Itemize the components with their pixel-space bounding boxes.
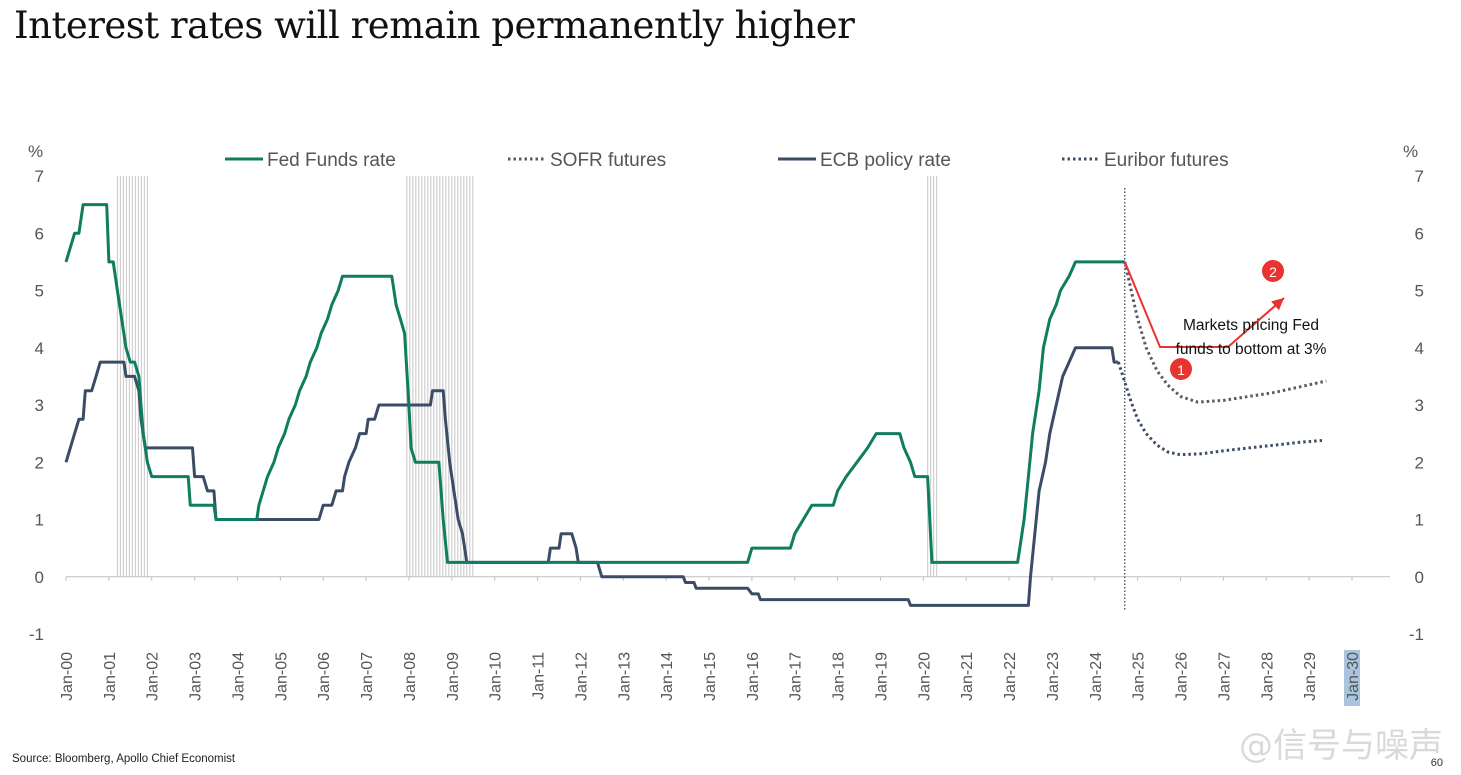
x-tick-label: Jan-30 (1345, 652, 1362, 701)
marker-2-circle (1262, 260, 1284, 282)
y-tick-label-right: -1 (1409, 625, 1424, 644)
legend-label: Euribor futures (1104, 150, 1229, 171)
x-tick-labels: Jan-00 Jan-01 Jan-02 Jan-03 Jan-04 Jan-05 Jan-… (59, 650, 1362, 706)
x-tick-label: Jan-14 (659, 652, 676, 701)
y-tick-label-left: 4 (35, 339, 44, 358)
y-tick-label-left: 3 (35, 396, 44, 415)
x-tick-label: Jan-00 (59, 652, 76, 701)
x-tick-label: Jan-04 (230, 652, 247, 701)
y-tick-label-right: 6 (1415, 224, 1424, 243)
x-tick-label: Jan-12 (573, 652, 590, 701)
x-tick-label: Jan-19 (873, 652, 890, 701)
watermark: @信号与噪声 (1239, 726, 1443, 766)
page-number: 60 (1430, 757, 1443, 769)
x-tick-label: Jan-09 (445, 652, 462, 701)
y-tick-label-left: -1 (29, 625, 44, 644)
source-note: Source: Bloomberg, Apollo Chief Economis… (12, 753, 236, 765)
annotation-arrows: 12 (1123, 260, 1285, 380)
x-tick-label: Jan-23 (1045, 652, 1062, 701)
series-lines (64, 203, 1327, 607)
series-line-ecb-policy-rate (64, 346, 1119, 607)
x-tick-label: Jan-18 (831, 652, 848, 701)
y-unit-left: % (28, 142, 43, 161)
x-tick-label: Jan-16 (745, 652, 762, 701)
x-tick-label: Jan-28 (1259, 652, 1276, 701)
x-tick-label: Jan-26 (1174, 652, 1191, 701)
y-tick-label-right: 7 (1415, 167, 1424, 186)
x-tick-label: Jan-07 (359, 652, 376, 701)
y-tick-label-left: 0 (35, 568, 44, 587)
y-tick-label-left: 6 (35, 224, 44, 243)
annotation-line-1: Markets pricing Fed (1182, 317, 1320, 334)
x-tick-label: Jan-27 (1216, 652, 1233, 701)
legend: Fed Funds rate SOFR futures ECB policy rat… (225, 150, 1229, 171)
x-tick-label: Jan-24 (1088, 652, 1105, 701)
y-tick-label-left: 1 (35, 511, 44, 530)
series-line-euribor-futures (1116, 361, 1323, 457)
x-tick-label: Jan-20 (916, 652, 933, 701)
legend-label: Fed Funds rate (267, 150, 396, 171)
x-tick-label: Jan-22 (1002, 652, 1019, 701)
y-tick-labels: -1 -10 01 12 23 34 45 56 67 7%% (28, 142, 1424, 644)
y-tick-label-left: 2 (35, 453, 44, 472)
marker-2-label: 2 (1269, 264, 1277, 280)
x-tick-label: Jan-01 (102, 652, 119, 701)
annotation-arrow (1123, 261, 1285, 348)
y-tick-label-right: 1 (1415, 511, 1424, 530)
x-tick-label: Jan-21 (959, 652, 976, 701)
legend-label: SOFR futures (550, 150, 666, 171)
x-tick-label: Jan-10 (488, 652, 505, 701)
marker-1-circle (1170, 358, 1192, 380)
annotation-text: Markets pricing Fed funds to bottom at 3… (1151, 314, 1351, 362)
legend-label: ECB policy rate (820, 150, 951, 171)
x-tick-label: Jan-25 (1131, 652, 1148, 701)
x-tick-label: Jan-15 (702, 652, 719, 701)
x-tick-label: Jan-06 (316, 652, 333, 701)
recession-bands (116, 176, 938, 577)
y-tick-label-right: 0 (1415, 568, 1424, 587)
x-tick-label: Jan-08 (402, 652, 419, 701)
series-line-sofr-futures (1123, 261, 1327, 404)
x-tick-label: Jan-17 (788, 652, 805, 701)
y-tick-label-right: 5 (1415, 282, 1424, 301)
axes (65, 188, 1390, 610)
series-line-fed-funds-rate (64, 203, 1125, 564)
x-tick-label: Jan-05 (273, 652, 290, 701)
marker-1-label: 1 (1177, 362, 1185, 378)
annotation-line-2: funds to bottom at 3% (1175, 341, 1327, 358)
y-tick-label-right: 4 (1415, 339, 1424, 358)
y-unit-right: % (1403, 142, 1418, 161)
x-tick-label: Jan-02 (145, 652, 162, 701)
x-tick-label: Jan-13 (616, 652, 633, 701)
x-tick-highlight (1344, 650, 1360, 706)
y-tick-label-right: 2 (1415, 453, 1424, 472)
x-tick-label: Jan-11 (531, 652, 548, 700)
x-tick-label: Jan-03 (188, 652, 205, 701)
y-tick-label-left: 7 (35, 167, 44, 186)
y-tick-label-right: 3 (1415, 396, 1424, 415)
y-tick-label-left: 5 (35, 282, 44, 301)
x-tick-label: Jan-29 (1302, 652, 1319, 701)
page-title: Interest rates will remain permanently h… (14, 4, 855, 47)
